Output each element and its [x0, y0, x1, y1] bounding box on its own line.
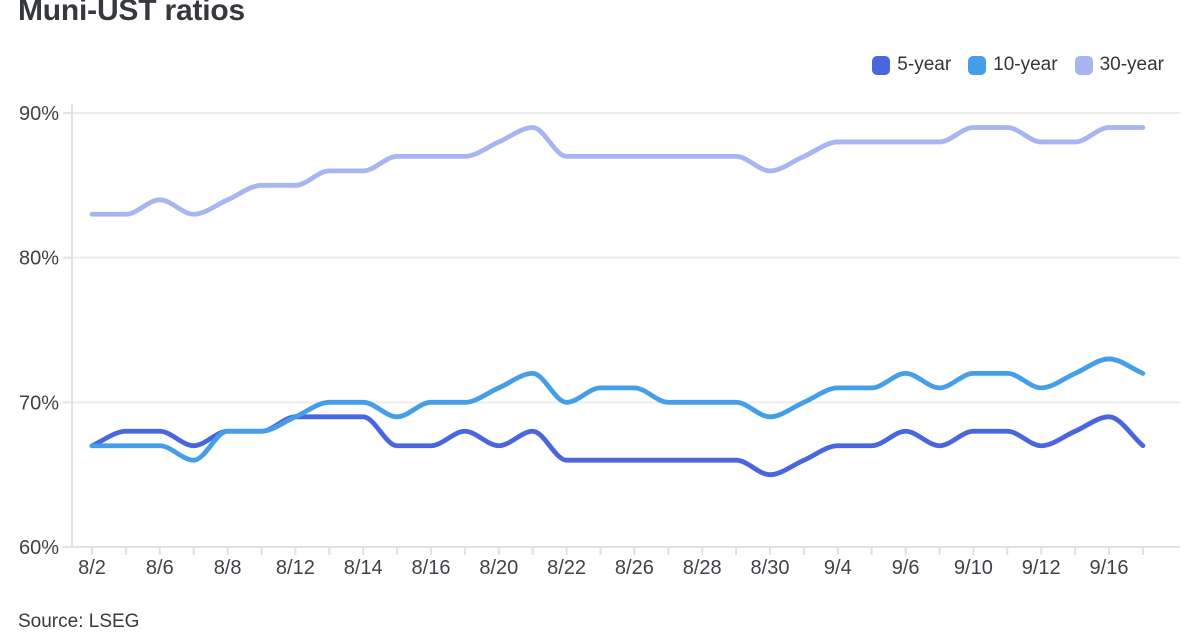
svg-text:70%: 70%	[19, 392, 59, 414]
svg-text:8/2: 8/2	[78, 557, 106, 579]
svg-text:9/16: 9/16	[1090, 557, 1129, 579]
svg-text:8/28: 8/28	[683, 557, 722, 579]
svg-text:9/10: 9/10	[954, 557, 993, 579]
svg-text:8/26: 8/26	[615, 557, 654, 579]
svg-text:9/4: 9/4	[824, 557, 852, 579]
svg-text:9/12: 9/12	[1022, 557, 1061, 579]
svg-text:8/14: 8/14	[344, 557, 383, 579]
svg-text:60%: 60%	[19, 537, 59, 559]
legend-item-5-year: 5-year	[872, 54, 951, 76]
svg-text:8/16: 8/16	[412, 557, 451, 579]
legend-item-30-year: 30-year	[1074, 54, 1164, 76]
svg-text:8/30: 8/30	[751, 557, 790, 579]
legend-label-10-year: 10-year	[993, 54, 1058, 75]
legend-swatch-30-year-icon	[1074, 55, 1093, 75]
svg-text:80%: 80%	[19, 248, 59, 270]
legend-swatch-10-year-icon	[968, 55, 987, 75]
legend-item-10-year: 10-year	[968, 54, 1058, 76]
svg-text:8/20: 8/20	[479, 557, 518, 579]
svg-text:8/12: 8/12	[276, 557, 315, 579]
chart-title: Muni-UST ratios	[18, 0, 245, 27]
legend-label-5-year: 5-year	[897, 54, 952, 75]
legend-label-30-year: 30-year	[1099, 54, 1164, 75]
svg-text:8/6: 8/6	[146, 557, 174, 579]
svg-text:8/8: 8/8	[214, 557, 242, 579]
svg-text:9/6: 9/6	[892, 557, 920, 579]
source-caption: Source: LSEG	[18, 611, 140, 632]
svg-text:8/22: 8/22	[547, 557, 586, 579]
legend-swatch-5-year-icon	[872, 55, 891, 75]
svg-text:90%: 90%	[19, 103, 59, 125]
chart-legend: 5-year 10-year 30-year	[872, 54, 1164, 76]
